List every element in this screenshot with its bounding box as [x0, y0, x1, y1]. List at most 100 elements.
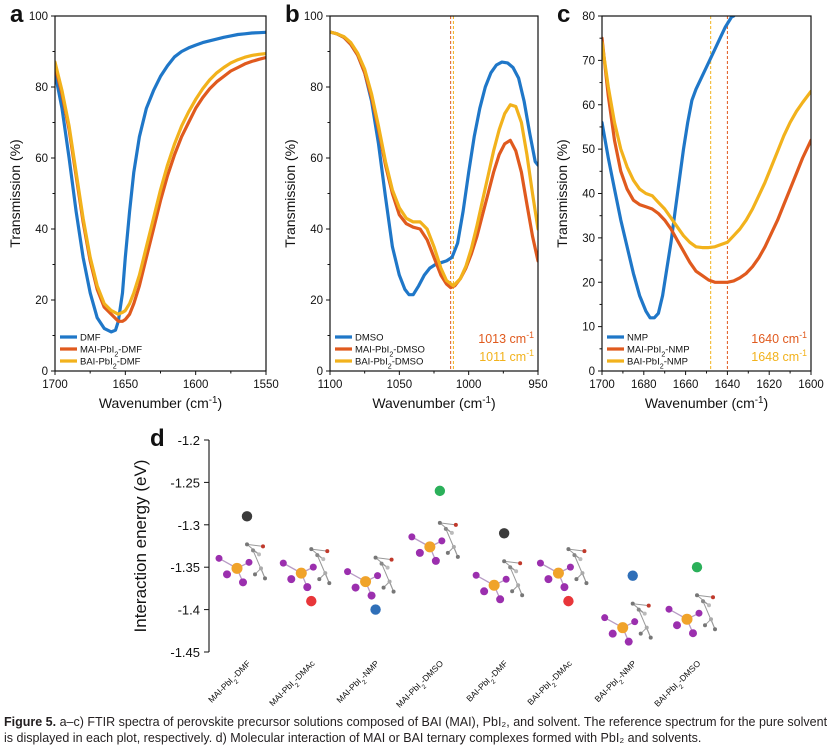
panel-letter-b: b [285, 1, 300, 28]
y-tick-label-b-3: 60 [310, 153, 323, 165]
atom-1-10 [309, 547, 314, 552]
atom-4-8 [508, 565, 513, 570]
y-tick-label-a-2: 40 [35, 224, 48, 236]
category-label-5: BAI-PbI2-DMAc [525, 658, 577, 710]
panel-letter-a: a [10, 1, 24, 28]
atom-7-9 [707, 603, 711, 608]
atom-1-2 [309, 563, 317, 571]
legend-label-b-1: MAI-PbI2-DMSO [355, 345, 425, 359]
atom-7-0 [673, 621, 681, 630]
atom-0-1 [231, 562, 243, 574]
y-tick-label-a-3: 60 [35, 153, 48, 165]
atom-7-1 [681, 613, 693, 625]
panel-a: 1700 1650 1600 1550 0 20 40 60 80 100 Wavenumber (… [7, 1, 279, 411]
y-axis-title-a: Transmission (%) [7, 139, 23, 247]
atom-1-3 [303, 583, 312, 592]
x-tick-label-c-3: 1640 [715, 379, 741, 391]
atom-1-8 [315, 553, 320, 558]
atom-3-2 [438, 537, 446, 545]
series-line-a-0 [55, 30, 266, 334]
y-tick-label-b-4: 80 [310, 82, 323, 94]
y-tick-label-a-0: 0 [42, 366, 48, 378]
atom-4-1 [488, 579, 500, 591]
energy-point-5 [563, 595, 574, 607]
atom-1-11 [325, 549, 330, 554]
atom-5-11 [582, 549, 587, 554]
atom-6-9 [642, 611, 647, 616]
category-label-0: MAI-PbI2-DMF [206, 658, 255, 707]
y-tick-label-a-5: 100 [29, 11, 48, 23]
y-tick-label-b-2: 40 [310, 224, 323, 236]
atom-5-3 [560, 583, 569, 592]
y-tick-label-d-5: -1.45 [170, 645, 200, 660]
y-tick-label-c-2: 20 [582, 277, 595, 289]
atom-0-6 [259, 566, 263, 571]
atom-5-8 [572, 553, 577, 558]
bond-s-7-10 [696, 594, 714, 598]
y-tick-label-b-5: 100 [304, 11, 323, 23]
atom-3-7 [455, 554, 460, 559]
atom-3-11 [453, 522, 458, 527]
atom-6-5 [638, 631, 643, 636]
atom-4-9 [514, 569, 519, 574]
atom-4-11 [518, 561, 523, 566]
atom-2-11 [389, 557, 394, 562]
legend-label-b-0: DMSO [355, 333, 384, 344]
atom-4-3 [496, 595, 505, 604]
peak-annotation-c-1: 1648 cm-1 [751, 348, 807, 364]
figure-caption: Figure 5. a–c) FTIR spectra of perovskit… [4, 714, 832, 746]
category-label-7: BAI-PbI2-DMSO [652, 658, 705, 711]
legend-label-a-1: MAI-PbI2-DMF [80, 345, 142, 359]
atom-1-1 [295, 567, 307, 579]
atom-0-4 [215, 554, 223, 562]
atom-4-2 [502, 575, 510, 583]
y-tick-label-a-4: 80 [35, 82, 48, 94]
atom-4-5 [510, 589, 515, 594]
atom-3-10 [437, 520, 442, 525]
atom-0-11 [261, 544, 265, 549]
atom-5-4 [536, 559, 544, 567]
bond-s-7-7 [702, 601, 716, 630]
category-label-3: MAI-PbI2-DMSO [394, 658, 448, 712]
atom-3-4 [408, 533, 416, 541]
panel-letter-c: c [557, 1, 570, 28]
panel-letter-d: d [150, 425, 165, 452]
atom-2-3 [367, 591, 376, 600]
x-tick-label-b-2: 1000 [456, 379, 482, 391]
bond-s-6-7 [638, 609, 652, 638]
atom-0-9 [257, 552, 261, 557]
atom-7-6 [709, 617, 713, 622]
energy-point-2 [370, 604, 381, 615]
atom-1-4 [279, 559, 287, 567]
legend-label-c-2: BAI-PbI2-NMP [627, 357, 688, 371]
x-tick-label-a-0: 1700 [42, 379, 68, 391]
energy-point-4 [498, 528, 510, 539]
atom-3-0 [415, 548, 424, 557]
atom-4-10 [502, 559, 507, 564]
x-axis-title-a: Wavenumber (cm-1) [99, 395, 222, 412]
atom-5-10 [566, 547, 571, 552]
molecule-cluster-4 [472, 559, 525, 604]
molecule-cluster-1 [279, 547, 332, 592]
atom-6-3 [624, 637, 633, 646]
atom-2-1 [360, 576, 372, 588]
molecule-cluster-6 [601, 601, 653, 646]
y-tick-label-c-4: 40 [582, 189, 595, 201]
bond-s-4-10 [504, 560, 521, 564]
category-label-4: BAI-PbI2-DMF [464, 658, 512, 706]
energy-point-6 [627, 570, 638, 581]
atom-6-1 [617, 622, 629, 634]
x-tick-label-b-3: 950 [528, 379, 547, 391]
atom-4-4 [472, 571, 480, 579]
atom-6-4 [601, 614, 609, 622]
x-axis-title-c: Wavenumber (cm-1) [645, 395, 768, 412]
x-tick-label-c-4: 1620 [756, 379, 782, 391]
plot-frame-b [329, 15, 539, 372]
bond-s-5-7 [573, 554, 587, 584]
series-line-a-2 [55, 52, 266, 316]
y-tick-label-d-3: -1.35 [170, 560, 200, 575]
y-tick-label-c-3: 30 [582, 233, 595, 245]
category-label-1: MAI-PbI2-DMAc [267, 658, 320, 711]
atom-4-7 [520, 593, 525, 598]
